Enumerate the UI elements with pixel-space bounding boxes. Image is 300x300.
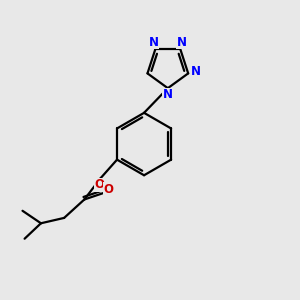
- Text: N: N: [149, 36, 159, 49]
- Text: O: O: [94, 178, 104, 191]
- Text: O: O: [103, 183, 113, 196]
- Text: N: N: [177, 36, 187, 49]
- Text: N: N: [190, 65, 201, 78]
- Text: N: N: [163, 88, 173, 101]
